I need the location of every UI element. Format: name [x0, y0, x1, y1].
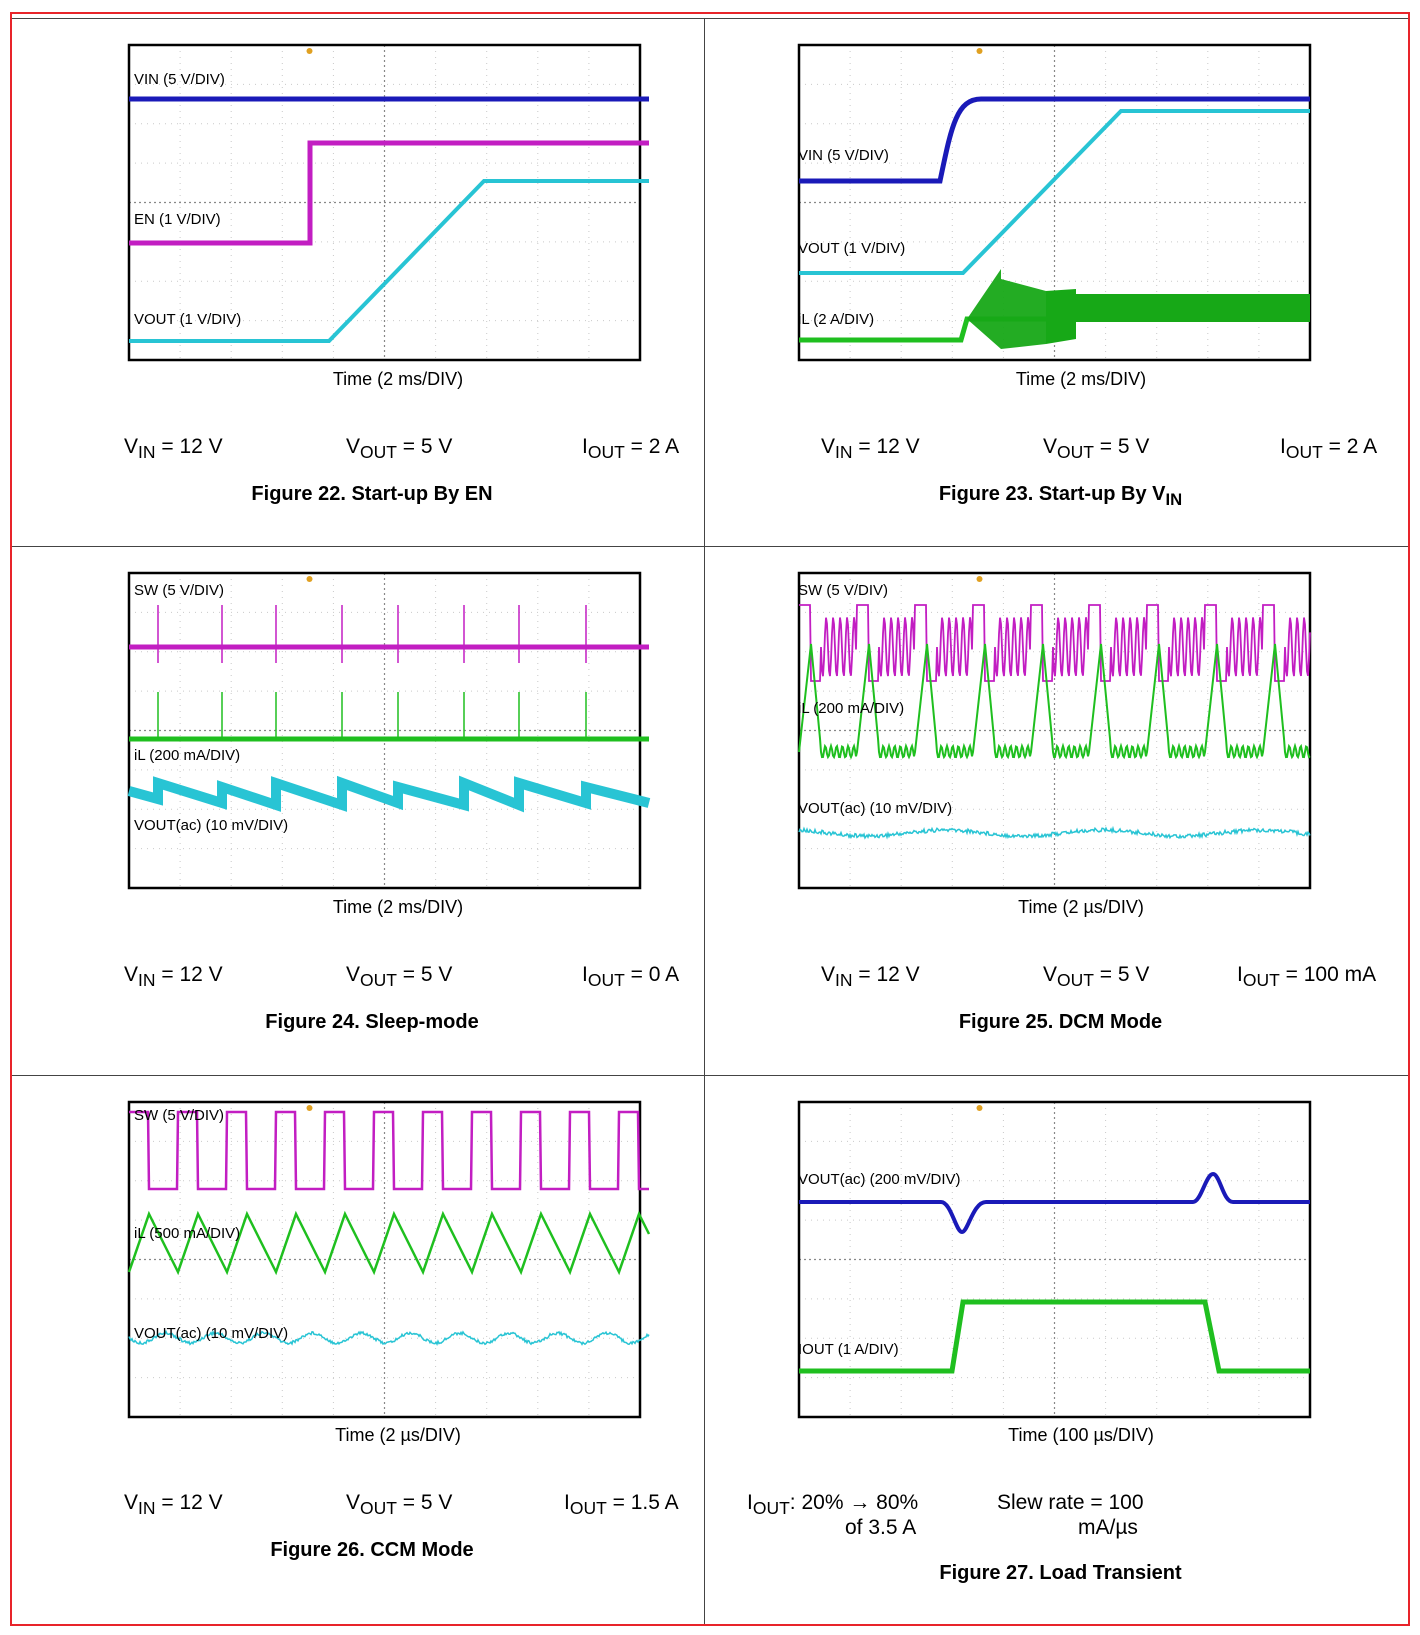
- scope-grid: [797, 43, 1312, 362]
- trace-vout: [129, 179, 649, 343]
- condition-iout: IOUT = 1.5 A: [564, 1491, 679, 1519]
- figure-23-cell: VIN (5 V/DIV) VOUT (1 V/DIV) iL (2 A/DIV…: [705, 19, 1408, 546]
- channel-label: SW (5 V/DIV): [134, 582, 224, 599]
- scope-grid: [127, 571, 642, 890]
- channel-label: VOUT (1 V/DIV): [134, 311, 241, 328]
- scope-grid: [797, 1100, 1312, 1419]
- scope-plot-22: VIN (5 V/DIV) EN (1 V/DIV) VOUT (1 V/DIV…: [127, 43, 649, 362]
- condition-iout: IOUT = 0 A: [582, 963, 680, 991]
- figure-caption: Figure 22. Start-up By EN: [251, 483, 493, 505]
- condition-slew-2: mA/µs: [1078, 1516, 1138, 1539]
- condition-vin: VIN = 12 V: [821, 435, 920, 463]
- trace-vout-ac: [799, 1171, 1310, 1235]
- trace-vin: [799, 96, 1310, 184]
- figure-caption: Figure 25. DCM Mode: [958, 1011, 1163, 1033]
- condition-vout: VOUT = 5 V: [346, 435, 453, 463]
- trace-il: [127, 1210, 651, 1276]
- condition-iout: IOUT = 2 A: [1280, 435, 1378, 463]
- trace-sw: [129, 1110, 649, 1191]
- condition-iout: IOUT = 100 mA: [1237, 963, 1377, 991]
- trace-vout-ac: [798, 825, 1311, 840]
- figure-caption: Figure 24. Sleep-mode: [265, 1011, 479, 1033]
- divider-top: [12, 18, 1408, 19]
- condition-vin: VIN = 12 V: [124, 963, 223, 991]
- sw-spikes: [157, 605, 587, 663]
- time-axis-label: Time (2 ms/DIV): [1015, 369, 1147, 389]
- channel-label: EN (1 V/DIV): [134, 211, 221, 228]
- condition-vout: VOUT = 5 V: [1043, 963, 1150, 991]
- trace-vout-ac: [128, 1329, 650, 1346]
- trace-vout-ac: [127, 775, 651, 813]
- channel-label: iL (200 mA/DIV): [134, 747, 240, 764]
- channel-label: VOUT(ac) (10 mV/DIV): [134, 1325, 288, 1342]
- condition-slew: Slew rate = 100: [997, 1491, 1144, 1514]
- channel-label: VIN (5 V/DIV): [134, 71, 225, 88]
- channel-label: VOUT(ac) (10 mV/DIV): [798, 800, 952, 817]
- channel-label: VOUT(ac) (200 mV/DIV): [798, 1171, 961, 1188]
- channel-label: SW (5 V/DIV): [134, 1107, 224, 1124]
- figure-27-cell: VOUT(ac) (200 mV/DIV) IOUT (1 A/DIV) Tim…: [705, 1076, 1408, 1624]
- condition-iout-step-2: of 3.5 A: [845, 1516, 917, 1539]
- figure-caption: Figure 27. Load Transient: [939, 1562, 1182, 1584]
- channel-label: iL (500 mA/DIV): [134, 1225, 240, 1242]
- divider-row2: [12, 1075, 1408, 1076]
- trace-iout: [799, 1299, 1310, 1374]
- condition-vin: VIN = 12 V: [124, 1491, 223, 1519]
- channel-label: SW (5 V/DIV): [798, 582, 888, 599]
- channel-label: IOUT (1 A/DIV): [798, 1341, 899, 1358]
- trace-sw: [799, 604, 1311, 682]
- condition-vin: VIN = 12 V: [124, 435, 223, 463]
- page-frame: [10, 12, 1410, 1626]
- figure-24-cell: SW (5 V/DIV) iL (200 mA/DIV) VOUT(ac) (1…: [12, 547, 704, 1075]
- scope-plot-23: VIN (5 V/DIV) VOUT (1 V/DIV) iL (2 A/DIV…: [797, 43, 1312, 362]
- divider-row1: [12, 546, 1408, 547]
- scope-plot-26: SW (5 V/DIV) iL (500 mA/DIV) VOUT(ac) (1…: [127, 1100, 651, 1419]
- channel-label: VOUT (1 V/DIV): [798, 240, 905, 257]
- figure-caption: Figure 23. Start-up By VIN: [938, 483, 1183, 509]
- scope-grid: [797, 571, 1312, 890]
- figure-caption: Figure 26. CCM Mode: [270, 1539, 474, 1561]
- condition-vout: VOUT = 5 V: [346, 963, 453, 991]
- divider-vertical: [704, 18, 705, 1624]
- scope-plot-27: VOUT(ac) (200 mV/DIV) IOUT (1 A/DIV): [797, 1100, 1312, 1419]
- channel-label: VOUT(ac) (10 mV/DIV): [134, 817, 288, 834]
- il-envelope: [967, 269, 1310, 349]
- time-axis-label: Time (2 ms/DIV): [332, 369, 464, 389]
- time-axis-label: Time (2 µs/DIV): [1018, 897, 1144, 917]
- channel-label: VIN (5 V/DIV): [798, 147, 889, 164]
- time-axis-label: Time (100 µs/DIV): [1008, 1425, 1154, 1445]
- channel-label: iL (200 mA/DIV): [798, 700, 904, 717]
- time-axis-label: Time (2 ms/DIV): [332, 897, 464, 917]
- condition-iout: IOUT = 2 A: [582, 435, 680, 463]
- scope-plot-25: SW (5 V/DIV) iL (200 mA/DIV) VOUT(ac) (1…: [797, 571, 1312, 890]
- figure-25-cell: SW (5 V/DIV) iL (200 mA/DIV) VOUT(ac) (1…: [705, 547, 1408, 1075]
- scope-plot-24: SW (5 V/DIV) iL (200 mA/DIV) VOUT(ac) (1…: [127, 571, 651, 890]
- condition-vout: VOUT = 5 V: [346, 1491, 453, 1519]
- channel-label: iL (2 A/DIV): [798, 311, 874, 328]
- scope-grid: [127, 43, 642, 362]
- figure-26-cell: SW (5 V/DIV) iL (500 mA/DIV) VOUT(ac) (1…: [12, 1076, 704, 1624]
- il-spikes: [157, 692, 587, 739]
- condition-iout-step: IOUT: 20% → 80%: [747, 1491, 919, 1519]
- trace-vout: [799, 109, 1310, 275]
- condition-vin: VIN = 12 V: [821, 963, 920, 991]
- time-axis-label: Time (2 µs/DIV): [335, 1425, 461, 1445]
- trace-en: [129, 140, 649, 246]
- scope-grid: [127, 1100, 642, 1419]
- figure-22-cell: VIN (5 V/DIV) EN (1 V/DIV) VOUT (1 V/DIV…: [12, 19, 704, 546]
- condition-vout: VOUT = 5 V: [1043, 435, 1150, 463]
- trace-il: [798, 643, 1311, 760]
